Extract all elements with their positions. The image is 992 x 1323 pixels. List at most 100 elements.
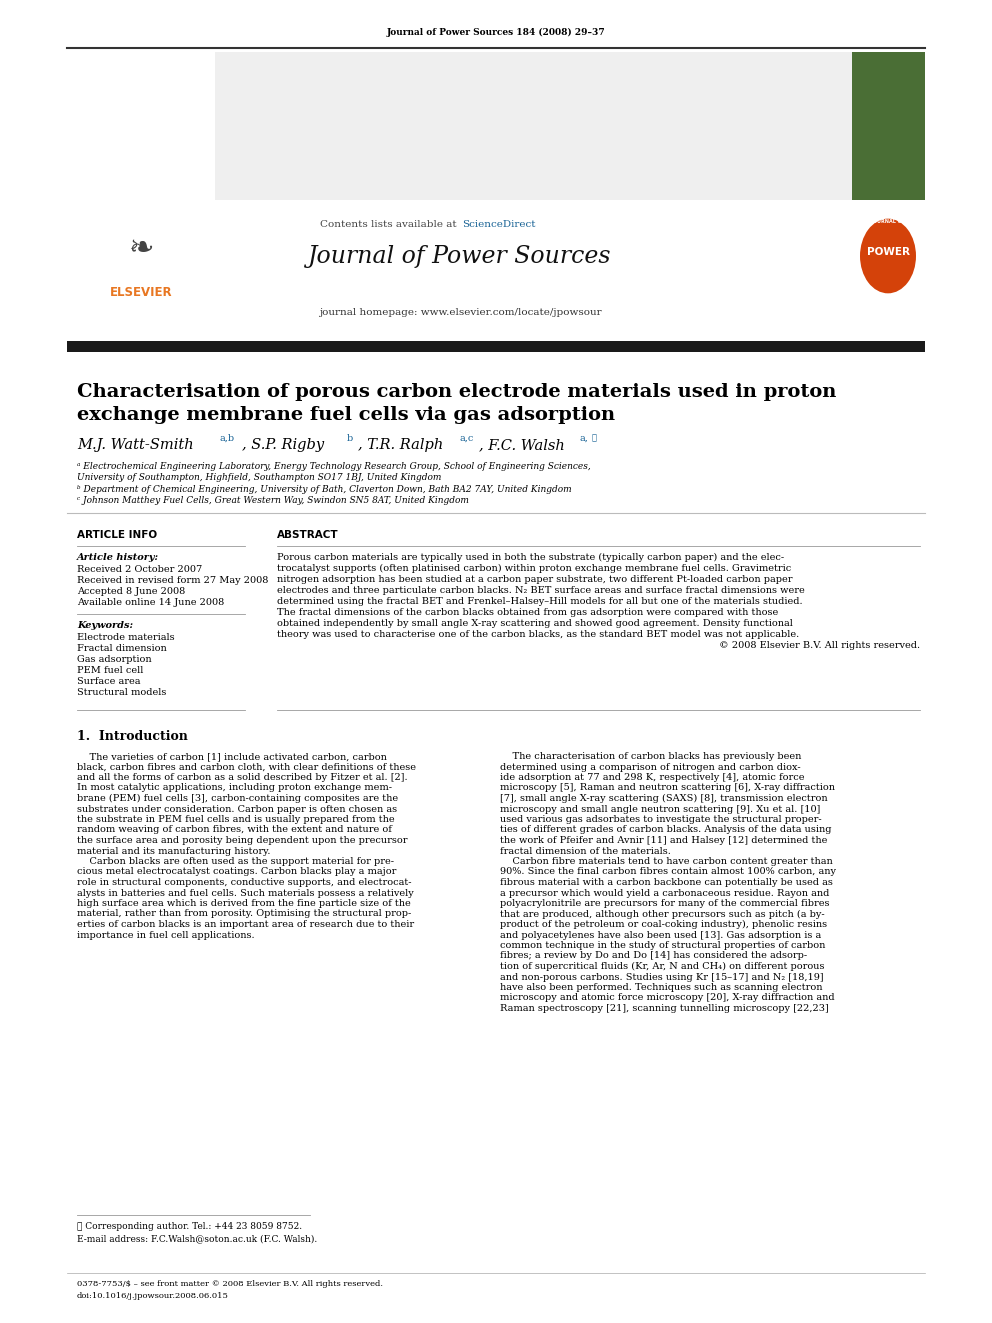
Bar	[67, 341, 925, 352]
Text: microscopy and atomic force microscopy [20], X-ray diffraction and: microscopy and atomic force microscopy […	[500, 994, 834, 1003]
Text: fractal dimension of the materials.: fractal dimension of the materials.	[500, 847, 671, 856]
Text: a precursor which would yield a carbonaceous residue. Rayon and: a precursor which would yield a carbonac…	[500, 889, 829, 897]
Text: Received in revised form 27 May 2008: Received in revised form 27 May 2008	[77, 576, 269, 585]
Text: microscopy and small angle neutron scattering [9]. Xu et al. [10]: microscopy and small angle neutron scatt…	[500, 804, 820, 814]
Text: high surface area which is derived from the fine particle size of the: high surface area which is derived from …	[77, 900, 411, 908]
Text: The fractal dimensions of the carbon blacks obtained from gas adsorption were co: The fractal dimensions of the carbon bla…	[277, 609, 779, 617]
Text: ELSEVIER: ELSEVIER	[110, 287, 173, 299]
Text: erties of carbon blacks is an important area of research due to their: erties of carbon blacks is an important …	[77, 919, 414, 929]
Text: In most catalytic applications, including proton exchange mem-: In most catalytic applications, includin…	[77, 783, 392, 792]
Text: ★: ★	[592, 434, 597, 442]
Text: trocatalyst supports (often platinised carbon) within proton exchange membrane f: trocatalyst supports (often platinised c…	[277, 564, 792, 573]
Text: Electrode materials: Electrode materials	[77, 632, 175, 642]
Text: Structural models: Structural models	[77, 688, 167, 697]
Text: polyacrylonitrile are precursors for many of the commercial fibres: polyacrylonitrile are precursors for man…	[500, 900, 829, 908]
Text: substrates under consideration. Carbon paper is often chosen as: substrates under consideration. Carbon p…	[77, 804, 397, 814]
Text: The International Journal for the Science and Technology
of Energy and Power Sys: The International Journal for the Scienc…	[837, 299, 938, 308]
Text: tion of supercritical fluids (Kr, Ar, N and CH₄) on different porous: tion of supercritical fluids (Kr, Ar, N …	[500, 962, 824, 971]
Text: SOURCES: SOURCES	[866, 270, 910, 279]
Text: , S.P. Rigby: , S.P. Rigby	[242, 438, 324, 452]
Text: role in structural components, conductive supports, and electrocat-: role in structural components, conductiv…	[77, 878, 412, 886]
Text: used various gas adsorbates to investigate the structural proper-: used various gas adsorbates to investiga…	[500, 815, 821, 824]
Text: ᵃ Electrochemical Engineering Laboratory, Energy Technology Research Group, Scho: ᵃ Electrochemical Engineering Laboratory…	[77, 462, 591, 471]
Bar	[67, 52, 215, 200]
Text: Gas adsorption: Gas adsorption	[77, 655, 152, 664]
Text: The characterisation of carbon blacks has previously been: The characterisation of carbon blacks ha…	[500, 751, 802, 761]
Text: microscopy [5], Raman and neutron scattering [6], X-ray diffraction: microscopy [5], Raman and neutron scatte…	[500, 783, 835, 792]
Text: determined using a comparison of nitrogen and carbon diox-: determined using a comparison of nitroge…	[500, 762, 801, 771]
Text: ARTICLE INFO: ARTICLE INFO	[77, 531, 157, 540]
Text: ide adsorption at 77 and 298 K, respectively [4], atomic force: ide adsorption at 77 and 298 K, respecti…	[500, 773, 805, 782]
Text: doi:10.1016/j.jpowsour.2008.06.015: doi:10.1016/j.jpowsour.2008.06.015	[77, 1293, 229, 1301]
Text: material and its manufacturing history.: material and its manufacturing history.	[77, 847, 271, 856]
Text: cious metal electrocatalyst coatings. Carbon blacks play a major: cious metal electrocatalyst coatings. Ca…	[77, 868, 397, 877]
Text: the substrate in PEM fuel cells and is usually prepared from the: the substrate in PEM fuel cells and is u…	[77, 815, 395, 824]
Text: a,c: a,c	[459, 434, 473, 443]
Bar	[67, 52, 925, 200]
Text: 0378-7753/$ – see front matter © 2008 Elsevier B.V. All rights reserved.: 0378-7753/$ – see front matter © 2008 El…	[77, 1279, 383, 1289]
Text: determined using the fractal BET and Frenkel–Halsey–Hill models for all but one : determined using the fractal BET and Fre…	[277, 597, 803, 606]
Text: POWER: POWER	[866, 247, 910, 257]
Text: exchange membrane fuel cells via gas adsorption: exchange membrane fuel cells via gas ads…	[77, 406, 615, 423]
Text: nitrogen adsorption has been studied at a carbon paper substrate, two different : nitrogen adsorption has been studied at …	[277, 576, 793, 583]
Text: Carbon blacks are often used as the support material for pre-: Carbon blacks are often used as the supp…	[77, 857, 394, 867]
Text: and non-porous carbons. Studies using Kr [15–17] and N₂ [18,19]: and non-porous carbons. Studies using Kr…	[500, 972, 823, 982]
Text: the surface area and porosity being dependent upon the precursor: the surface area and porosity being depe…	[77, 836, 408, 845]
Text: Contents lists available at: Contents lists available at	[320, 220, 460, 229]
Text: obtained independently by small angle X-ray scattering and showed good agreement: obtained independently by small angle X-…	[277, 619, 793, 628]
Text: theory was used to characterise one of the carbon blacks, as the standard BET mo: theory was used to characterise one of t…	[277, 630, 800, 639]
Text: Carbon fibre materials tend to have carbon content greater than: Carbon fibre materials tend to have carb…	[500, 857, 832, 867]
Text: fibrous material with a carbon backbone can potentially be used as: fibrous material with a carbon backbone …	[500, 878, 833, 886]
Text: Fractal dimension: Fractal dimension	[77, 644, 167, 654]
Text: The varieties of carbon [1] include activated carbon, carbon: The varieties of carbon [1] include acti…	[77, 751, 387, 761]
Text: common technique in the study of structural properties of carbon: common technique in the study of structu…	[500, 941, 825, 950]
Text: PEM fuel cell: PEM fuel cell	[77, 665, 144, 675]
Text: JOURNAL OF: JOURNAL OF	[871, 220, 905, 225]
Text: Journal of Power Sources 184 (2008) 29–37: Journal of Power Sources 184 (2008) 29–3…	[387, 28, 605, 37]
Text: Article history:: Article history:	[77, 553, 159, 562]
Text: Keywords:: Keywords:	[77, 620, 133, 630]
Text: black, carbon fibres and carbon cloth, with clear definitions of these: black, carbon fibres and carbon cloth, w…	[77, 762, 416, 771]
Text: Available online 14 June 2008: Available online 14 June 2008	[77, 598, 224, 607]
Text: importance in fuel cell applications.: importance in fuel cell applications.	[77, 930, 255, 939]
Text: Accepted 8 June 2008: Accepted 8 June 2008	[77, 587, 186, 595]
Bar	[852, 52, 925, 200]
Text: [7], small angle X-ray scattering (SAXS) [8], transmission electron: [7], small angle X-ray scattering (SAXS)…	[500, 794, 827, 803]
Text: material, rather than from porosity. Optimising the structural prop-: material, rather than from porosity. Opt…	[77, 909, 412, 918]
Text: Surface area: Surface area	[77, 677, 141, 687]
Text: , F.C. Walsh: , F.C. Walsh	[479, 438, 564, 452]
Text: , T.R. Ralph: , T.R. Ralph	[358, 438, 443, 452]
Text: fibres; a review by Do and Do [14] has considered the adsorp-: fibres; a review by Do and Do [14] has c…	[500, 951, 807, 960]
Text: electrodes and three particulate carbon blacks. N₂ BET surface areas and surface: electrodes and three particulate carbon …	[277, 586, 805, 595]
Text: © 2008 Elsevier B.V. All rights reserved.: © 2008 Elsevier B.V. All rights reserved…	[719, 642, 920, 650]
Text: a,: a,	[579, 434, 588, 443]
Text: Characterisation of porous carbon electrode materials used in proton: Characterisation of porous carbon electr…	[77, 382, 836, 401]
Text: ABSTRACT: ABSTRACT	[277, 531, 338, 540]
Circle shape	[860, 218, 916, 294]
Text: E-mail address: F.C.Walsh@soton.ac.uk (F.C. Walsh).: E-mail address: F.C.Walsh@soton.ac.uk (F…	[77, 1234, 317, 1244]
Text: random weaving of carbon fibres, with the extent and nature of: random weaving of carbon fibres, with th…	[77, 826, 392, 835]
Text: ScienceDirect: ScienceDirect	[462, 220, 536, 229]
Text: ❧: ❧	[128, 233, 154, 262]
Text: a,b: a,b	[220, 434, 235, 443]
Text: ties of different grades of carbon blacks. Analysis of the data using: ties of different grades of carbon black…	[500, 826, 831, 835]
Text: 90%. Since the final carbon fibres contain almost 100% carbon, any: 90%. Since the final carbon fibres conta…	[500, 868, 836, 877]
Text: Porous carbon materials are typically used in both the substrate (typically carb: Porous carbon materials are typically us…	[277, 553, 784, 562]
Text: brane (PEM) fuel cells [3], carbon-containing composites are the: brane (PEM) fuel cells [3], carbon-conta…	[77, 794, 398, 803]
Text: and all the forms of carbon as a solid described by Fitzer et al. [2].: and all the forms of carbon as a solid d…	[77, 773, 408, 782]
Text: journal homepage: www.elsevier.com/locate/jpowsour: journal homepage: www.elsevier.com/locat…	[318, 308, 601, 318]
Text: ᶜ Johnson Matthey Fuel Cells, Great Western Way, Swindon SN5 8AT, United Kingdom: ᶜ Johnson Matthey Fuel Cells, Great West…	[77, 496, 469, 505]
Text: University of Southampton, Highfield, Southampton SO17 1BJ, United Kingdom: University of Southampton, Highfield, So…	[77, 474, 441, 482]
Text: the work of Pfeifer and Avnir [11] and Halsey [12] determined the: the work of Pfeifer and Avnir [11] and H…	[500, 836, 827, 845]
Text: ᵇ Department of Chemical Engineering, University of Bath, Claverton Down, Bath B: ᵇ Department of Chemical Engineering, Un…	[77, 486, 571, 493]
Text: Raman spectroscopy [21], scanning tunnelling microscopy [22,23]: Raman spectroscopy [21], scanning tunnel…	[500, 1004, 828, 1013]
Text: and polyacetylenes have also been used [13]. Gas adsorption is a: and polyacetylenes have also been used […	[500, 930, 821, 939]
Text: alysts in batteries and fuel cells. Such materials possess a relatively: alysts in batteries and fuel cells. Such…	[77, 889, 414, 897]
Text: have also been performed. Techniques such as scanning electron: have also been performed. Techniques suc…	[500, 983, 822, 992]
Text: that are produced, although other precursors such as pitch (a by-: that are produced, although other precur…	[500, 909, 824, 918]
Text: ★ Corresponding author. Tel.: +44 23 8059 8752.: ★ Corresponding author. Tel.: +44 23 805…	[77, 1222, 303, 1230]
Text: M.J. Watt-Smith: M.J. Watt-Smith	[77, 438, 193, 452]
Text: 1.  Introduction: 1. Introduction	[77, 730, 187, 744]
Text: Received 2 October 2007: Received 2 October 2007	[77, 565, 202, 574]
Text: Journal of Power Sources: Journal of Power Sources	[309, 245, 612, 269]
